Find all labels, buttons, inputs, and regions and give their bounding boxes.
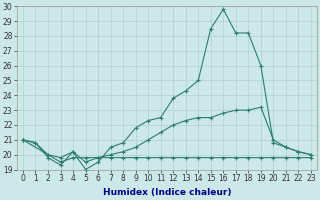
X-axis label: Humidex (Indice chaleur): Humidex (Indice chaleur) bbox=[103, 188, 231, 197]
